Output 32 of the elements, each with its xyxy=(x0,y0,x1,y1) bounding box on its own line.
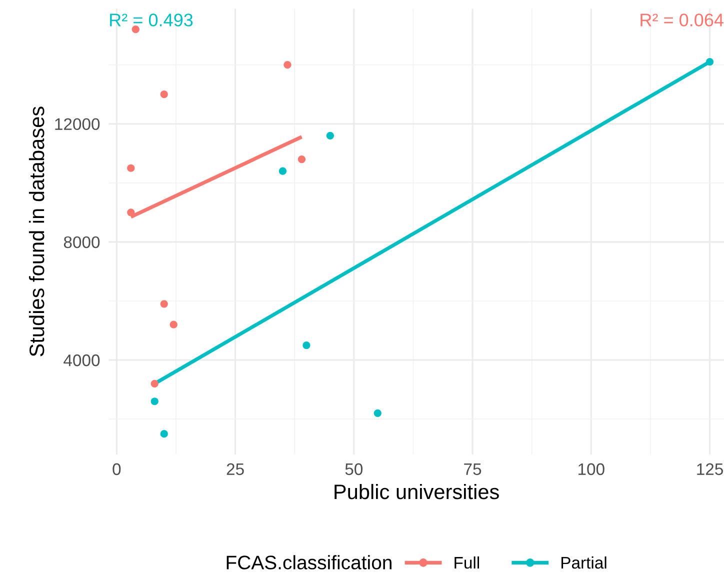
x-tick-label: 50 xyxy=(345,463,363,476)
y-axis-title: Studies found in databases xyxy=(28,106,44,356)
y-tick-label: 8000 xyxy=(64,236,100,248)
x-tick-label: 0 xyxy=(112,463,121,476)
point xyxy=(302,341,310,350)
legend-label: Full xyxy=(454,556,480,569)
x-axis-title: Public universities xyxy=(334,484,499,500)
x-tick-label: 100 xyxy=(578,463,604,476)
point xyxy=(127,208,135,216)
point xyxy=(170,320,178,328)
point xyxy=(150,398,158,406)
point xyxy=(278,167,287,175)
y-tick-label: 12000 xyxy=(55,118,100,130)
point xyxy=(284,60,292,69)
point xyxy=(374,409,382,417)
x-tick-label: 75 xyxy=(464,463,482,476)
annotation: R² = 0.493 xyxy=(110,14,193,26)
x-tick-label: 125 xyxy=(697,463,723,476)
point xyxy=(150,380,158,388)
x-tick-label: 25 xyxy=(226,463,244,476)
point xyxy=(298,155,306,164)
annotation: R² = 0.064 xyxy=(640,14,724,26)
point xyxy=(132,26,140,34)
point xyxy=(160,300,168,308)
legend-label: Partial xyxy=(561,556,606,569)
point xyxy=(160,430,168,438)
point xyxy=(706,58,714,66)
point xyxy=(127,164,135,172)
point xyxy=(326,132,334,140)
point xyxy=(160,90,168,98)
y-tick-label: 4000 xyxy=(64,354,100,366)
legend-title: FCAS.classification xyxy=(226,555,392,570)
